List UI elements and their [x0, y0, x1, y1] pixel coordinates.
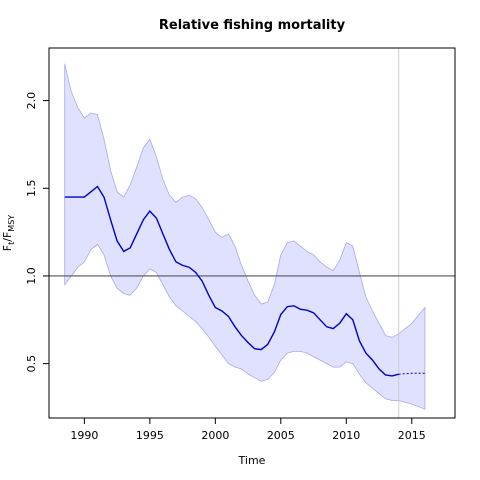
y-axis-ticks: 0.5 1.0 1.5 2.0 — [25, 92, 49, 373]
confidence-band — [64, 63, 426, 410]
x-tick-label: 2010 — [332, 429, 360, 442]
y-tick-label: 1.0 — [25, 267, 38, 285]
x-tick-label: 2015 — [398, 429, 426, 442]
x-tick-label: 1990 — [70, 429, 98, 442]
estimate-line — [64, 185, 399, 377]
x-axis-ticks: 1990 1995 2000 2005 2010 2015 — [70, 418, 426, 442]
series-lines-layer — [64, 185, 425, 377]
x-axis-label: Time — [238, 454, 266, 467]
x-tick-label: 1995 — [136, 429, 164, 442]
x-tick-label: 2000 — [201, 429, 229, 442]
projection-line — [398, 372, 425, 375]
y-axis-label-sep: /F — [1, 232, 14, 242]
y-axis-label-base: F — [1, 245, 14, 251]
reference-lines-layer — [49, 48, 455, 418]
chart-title: Relative fishing mortality — [159, 18, 346, 33]
y-tick-label: 2.0 — [25, 92, 38, 110]
y-tick-label: 1.5 — [25, 180, 38, 198]
confidence-band-layer — [64, 63, 426, 410]
y-axis-label: Ft/FMSY — [1, 215, 16, 251]
y-axis-label-sub1: t — [7, 242, 16, 245]
y-tick-label: 0.5 — [25, 355, 38, 373]
x-tick-label: 2005 — [267, 429, 295, 442]
plot-frame — [48, 47, 456, 419]
y-axis-label-sub2: MSY — [7, 215, 16, 232]
